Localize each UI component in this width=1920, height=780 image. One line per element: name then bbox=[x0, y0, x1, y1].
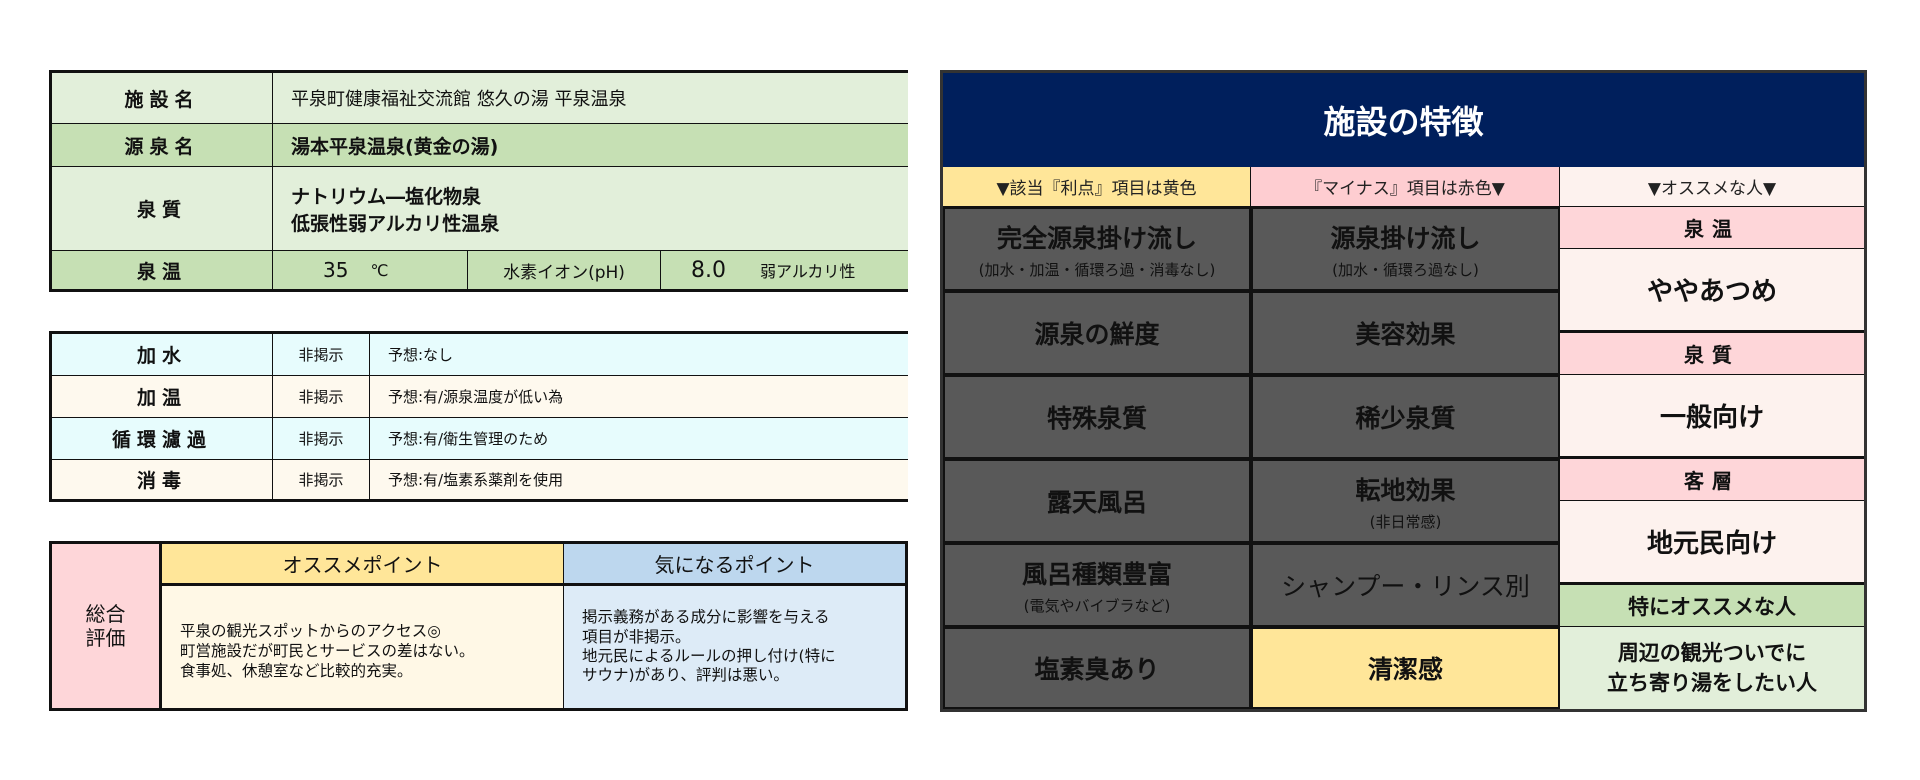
concern-points-text: 掲示義務がある成分に影響を与える 項目が非掲示。 地元民によるルールの押し付け(… bbox=[564, 586, 905, 708]
treatment-label: 循環濾過 bbox=[52, 418, 273, 460]
merit-main: 露天風呂 bbox=[1046, 488, 1147, 517]
merit-item: 風呂種類豊富 (電気やバイブラなど) bbox=[943, 543, 1251, 627]
treatment-note: 予想:有/衛生管理のため bbox=[370, 418, 908, 460]
recommend-value: 一般向け bbox=[1560, 375, 1864, 459]
merit-item: 源泉の鮮度 bbox=[943, 291, 1251, 375]
minus-item: 源泉掛け流し (加水・循環ろ過なし) bbox=[1251, 207, 1560, 291]
recommend-header: ▼オススメな人▼ bbox=[1560, 167, 1864, 207]
treatment-note: 予想:なし bbox=[370, 334, 908, 376]
ph-value: 8.0 bbox=[691, 257, 726, 283]
good-points-header: オススメポイント bbox=[162, 544, 564, 586]
treatment-label: 加温 bbox=[52, 376, 273, 418]
quality-line1: ナトリウム―塩化物泉 bbox=[291, 185, 482, 208]
merit-header: ▼該当『利点』項目は黄色 bbox=[943, 167, 1251, 207]
minus-main: 稀少泉質 bbox=[1355, 404, 1456, 433]
good-points-text: 平泉の観光スポットからのアクセス◎ 町営施設だが町民とサービスの差はない。 食事… bbox=[162, 586, 564, 708]
quality-line2: 低張性弱アルカリ性温泉 bbox=[291, 212, 500, 235]
features-table: 施設の特徴 ▼該当『利点』項目は黄色 『マイナス』項目は赤色▼ ▼オススメな人▼… bbox=[940, 70, 1867, 712]
minus-header: 『マイナス』項目は赤色▼ bbox=[1251, 167, 1560, 207]
ph-note: 弱アルカリ性 bbox=[760, 262, 856, 281]
facility-name-label: 施設名 bbox=[52, 73, 273, 124]
merit-main: 特殊泉質 bbox=[1046, 404, 1147, 433]
temp-cell: 35 ℃ bbox=[273, 251, 468, 289]
quality-label: 泉質 bbox=[52, 167, 273, 251]
merit-item: 完全源泉掛け流し (加水・加温・循環ろ過・消毒なし) bbox=[943, 207, 1251, 291]
evaluation-label: 総合 評価 bbox=[52, 544, 162, 708]
recommend-value: ややあつめ bbox=[1560, 249, 1864, 333]
minus-item: 清潔感 bbox=[1251, 627, 1560, 709]
minus-sub: (非日常感) bbox=[1369, 512, 1442, 531]
recommend-value: 地元民向け bbox=[1560, 501, 1864, 585]
temp-value: 35 bbox=[323, 258, 349, 282]
evaluation-table: 総合 評価 オススメポイント 気になるポイント 平泉の観光スポットからのアクセス… bbox=[49, 541, 908, 711]
source-label: 源泉名 bbox=[52, 124, 273, 167]
minus-item: 転地効果 (非日常感) bbox=[1251, 459, 1560, 543]
special-recommend-label: 特にオススメな人 bbox=[1560, 585, 1864, 627]
treatment-table: 加水 非掲示 予想:なし 加温 非掲示 予想:有/源泉温度が低い為 循環濾過 非… bbox=[49, 331, 908, 502]
merit-sub: (加水・加温・循環ろ過・消毒なし) bbox=[978, 260, 1216, 279]
minus-main: 源泉掛け流し bbox=[1330, 223, 1481, 253]
treatment-note: 予想:有/塩素系薬剤を使用 bbox=[370, 460, 908, 499]
merit-item: 塩素臭あり bbox=[943, 627, 1251, 709]
source-name: 湯本平泉温泉(黄金の湯) bbox=[273, 124, 908, 167]
recommend-label: 客層 bbox=[1560, 459, 1864, 501]
treatment-label: 加水 bbox=[52, 334, 273, 376]
special-recommend-value: 周辺の観光ついでに 立ち寄り湯をしたい人 bbox=[1560, 627, 1864, 709]
treatment-status: 非掲示 bbox=[273, 376, 370, 418]
minus-main: シャンプー・リンス別 bbox=[1281, 572, 1530, 601]
ph-cell: 8.0 弱アルカリ性 bbox=[661, 251, 908, 289]
minus-main: 転地効果 bbox=[1355, 475, 1456, 505]
merit-sub: (電気やバイブラなど) bbox=[1023, 596, 1171, 615]
merit-main: 完全源泉掛け流し bbox=[996, 223, 1197, 253]
temp-label: 泉温 bbox=[52, 251, 273, 289]
treatment-status: 非掲示 bbox=[273, 418, 370, 460]
minus-main: 清潔感 bbox=[1367, 655, 1443, 684]
temp-unit: ℃ bbox=[370, 260, 389, 280]
treatment-status: 非掲示 bbox=[273, 460, 370, 499]
minus-main: 美容効果 bbox=[1355, 320, 1456, 349]
facility-info-table: 施設名 平泉町健康福祉交流館 悠久の湯 平泉温泉 源泉名 湯本平泉温泉(黄金の湯… bbox=[49, 70, 908, 292]
recommend-label: 泉質 bbox=[1560, 333, 1864, 375]
minus-item: シャンプー・リンス別 bbox=[1251, 543, 1560, 627]
ph-label: 水素イオン(pH) bbox=[468, 251, 661, 289]
recommend-label: 泉温 bbox=[1560, 207, 1864, 249]
merit-item: 特殊泉質 bbox=[943, 375, 1251, 459]
merit-main: 塩素臭あり bbox=[1034, 655, 1160, 684]
merit-main: 源泉の鮮度 bbox=[1034, 320, 1160, 349]
minus-item: 美容効果 bbox=[1251, 291, 1560, 375]
treatment-label: 消毒 bbox=[52, 460, 273, 499]
features-title: 施設の特徴 bbox=[943, 73, 1864, 167]
minus-item: 稀少泉質 bbox=[1251, 375, 1560, 459]
concern-points-header: 気になるポイント bbox=[564, 544, 905, 586]
merit-item: 露天風呂 bbox=[943, 459, 1251, 543]
merit-main: 風呂種類豊富 bbox=[1021, 559, 1172, 589]
treatment-note: 予想:有/源泉温度が低い為 bbox=[370, 376, 908, 418]
quality-value: ナトリウム―塩化物泉 低張性弱アルカリ性温泉 bbox=[273, 167, 908, 251]
minus-sub: (加水・循環ろ過なし) bbox=[1332, 260, 1479, 279]
treatment-status: 非掲示 bbox=[273, 334, 370, 376]
facility-name: 平泉町健康福祉交流館 悠久の湯 平泉温泉 bbox=[273, 73, 908, 124]
